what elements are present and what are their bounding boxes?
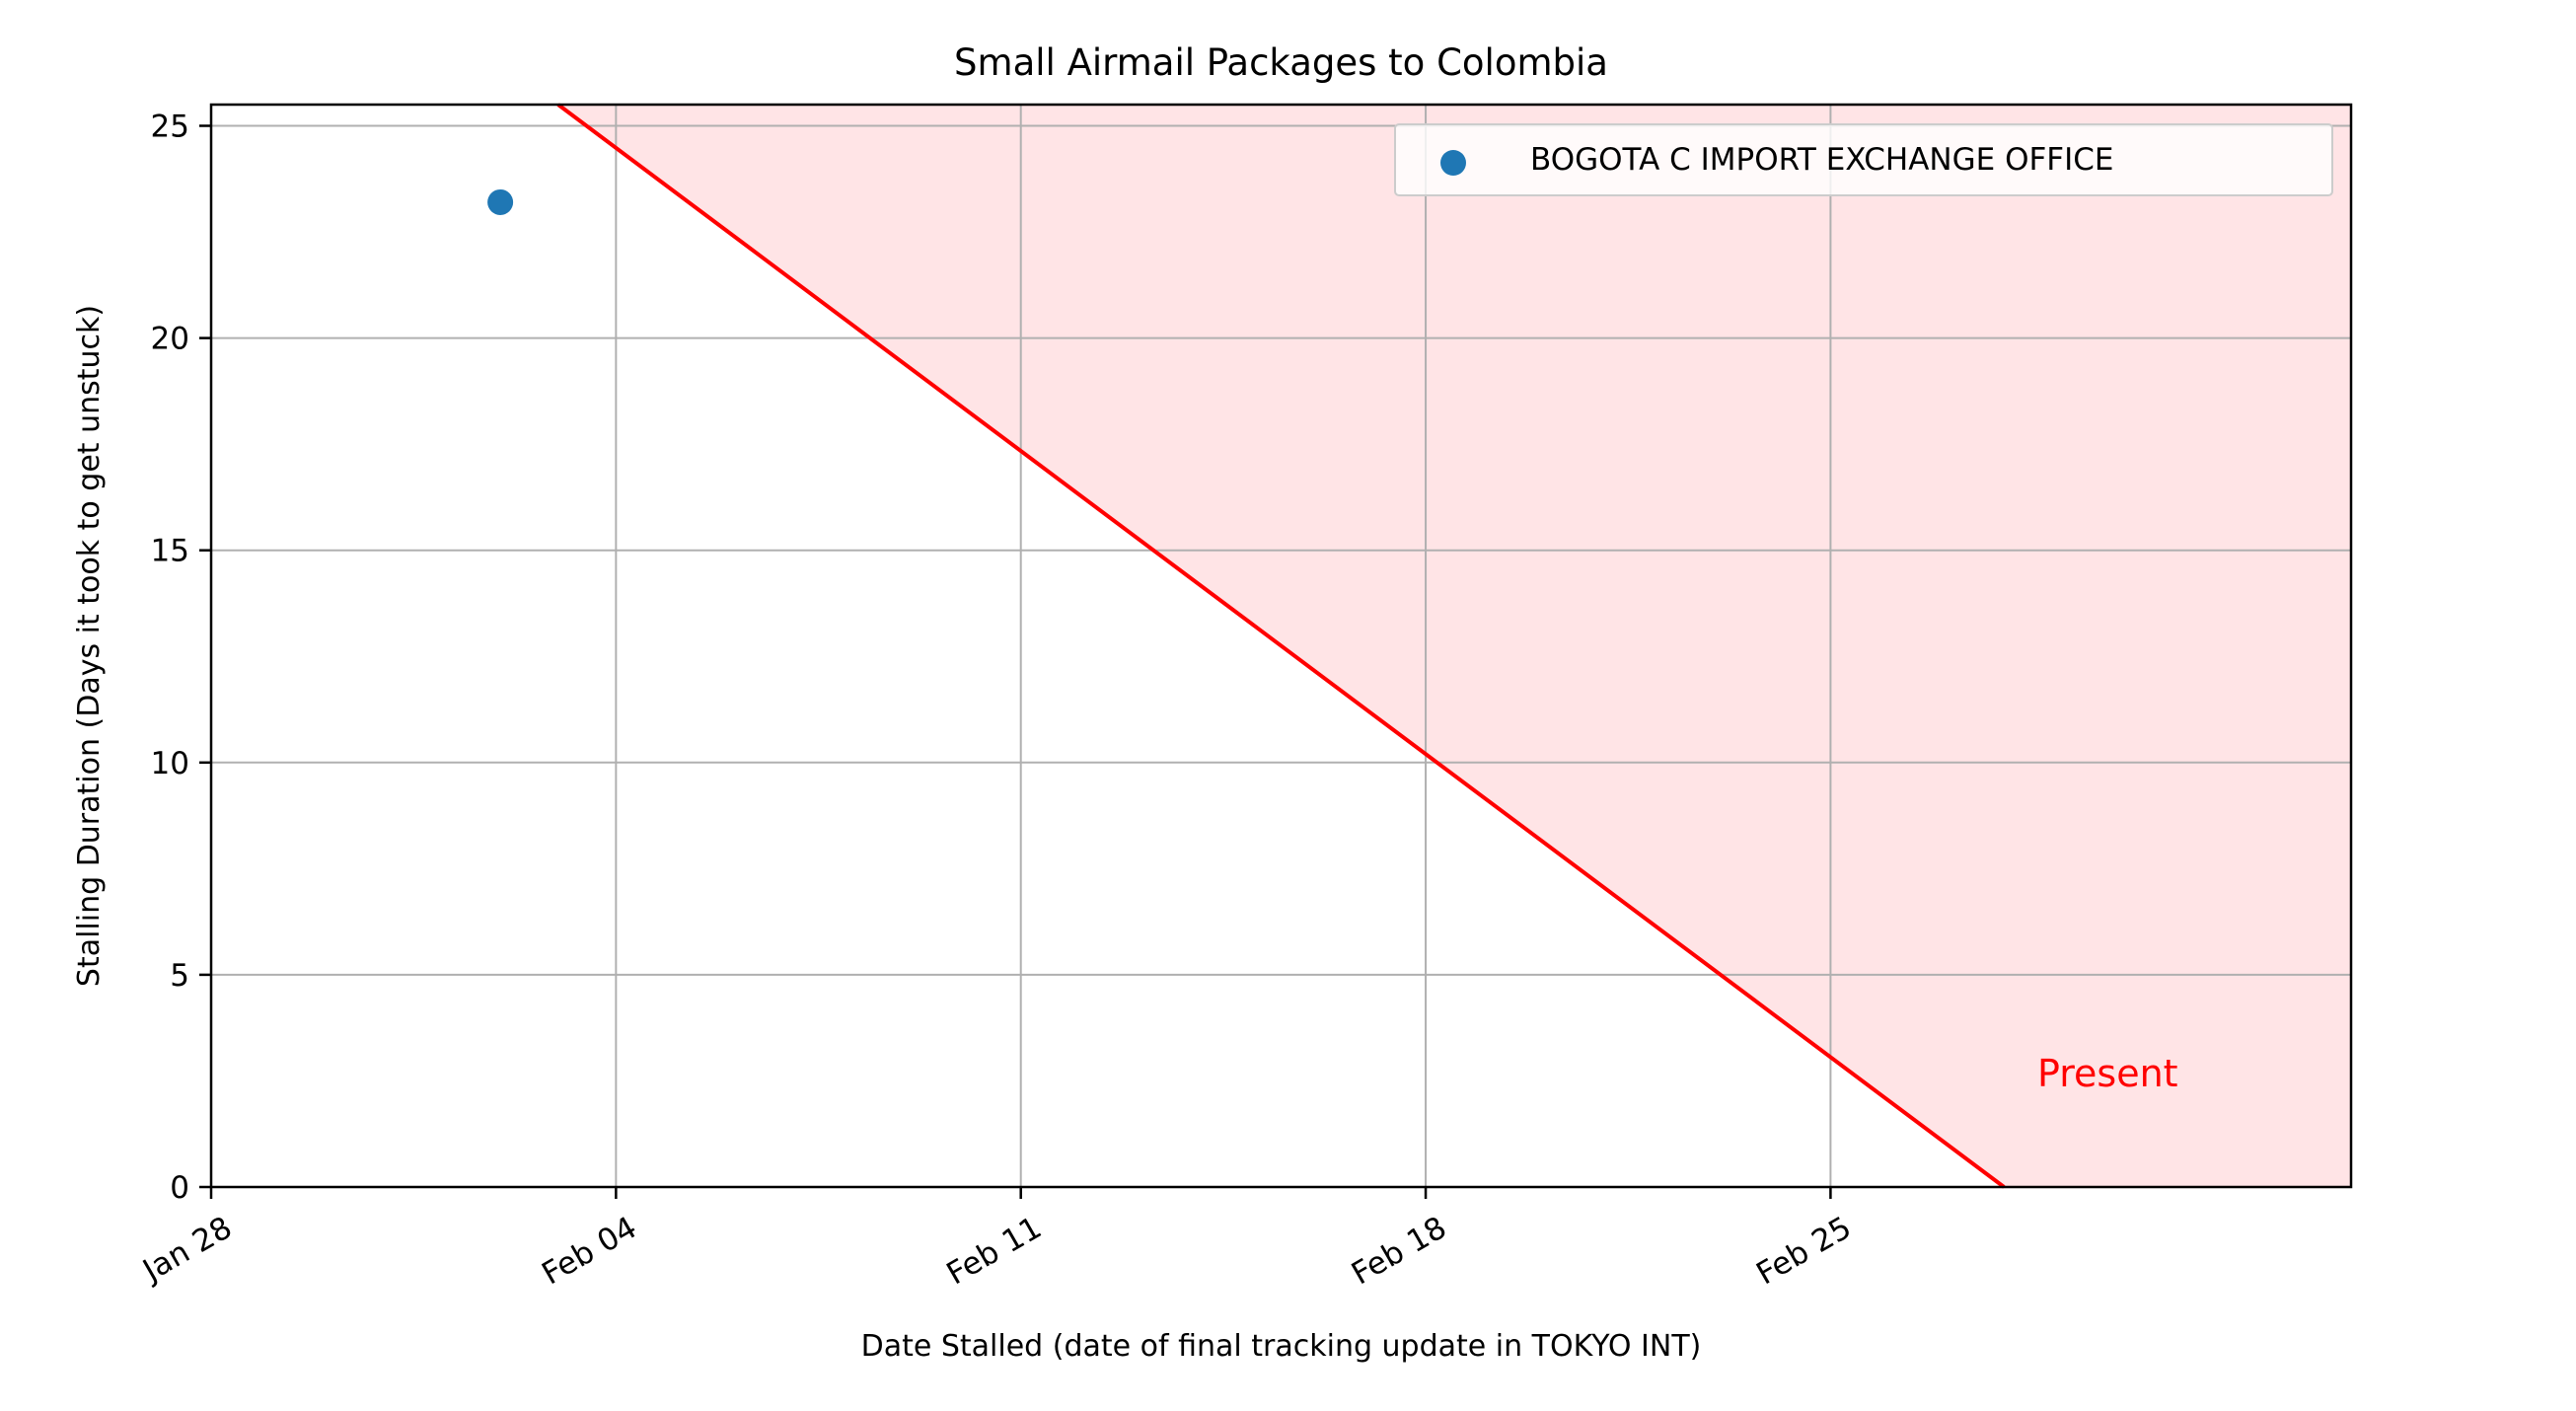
data-marks — [487, 103, 2006, 1189]
legend-box — [1394, 123, 2333, 196]
y-tick-label: 25 — [151, 110, 189, 145]
y-tick-label: 5 — [170, 958, 189, 994]
y-axis-label: Stalling Duration (Days it took to get u… — [72, 305, 107, 987]
present-shaded-region — [557, 105, 2351, 1187]
y-tick-label: 0 — [170, 1170, 189, 1206]
axes-frame — [209, 103, 2353, 1189]
scatter-point — [487, 188, 514, 215]
legend-marker — [1440, 150, 1466, 176]
y-tick-label: 20 — [151, 322, 189, 357]
legend: BOGOTA C IMPORT EXCHANGE OFFICE — [1394, 123, 2333, 196]
y-tick-label: 15 — [151, 534, 189, 569]
y-tick-label: 10 — [151, 746, 189, 781]
present-annotation: Present — [2037, 1052, 2178, 1095]
chart-title: Small Airmail Packages to Colombia — [954, 41, 1608, 84]
legend-label: BOGOTA C IMPORT EXCHANGE OFFICE — [1530, 142, 2114, 178]
x-axis-label: Date Stalled (date of final tracking upd… — [861, 1329, 1702, 1364]
present-line — [556, 103, 2006, 1189]
